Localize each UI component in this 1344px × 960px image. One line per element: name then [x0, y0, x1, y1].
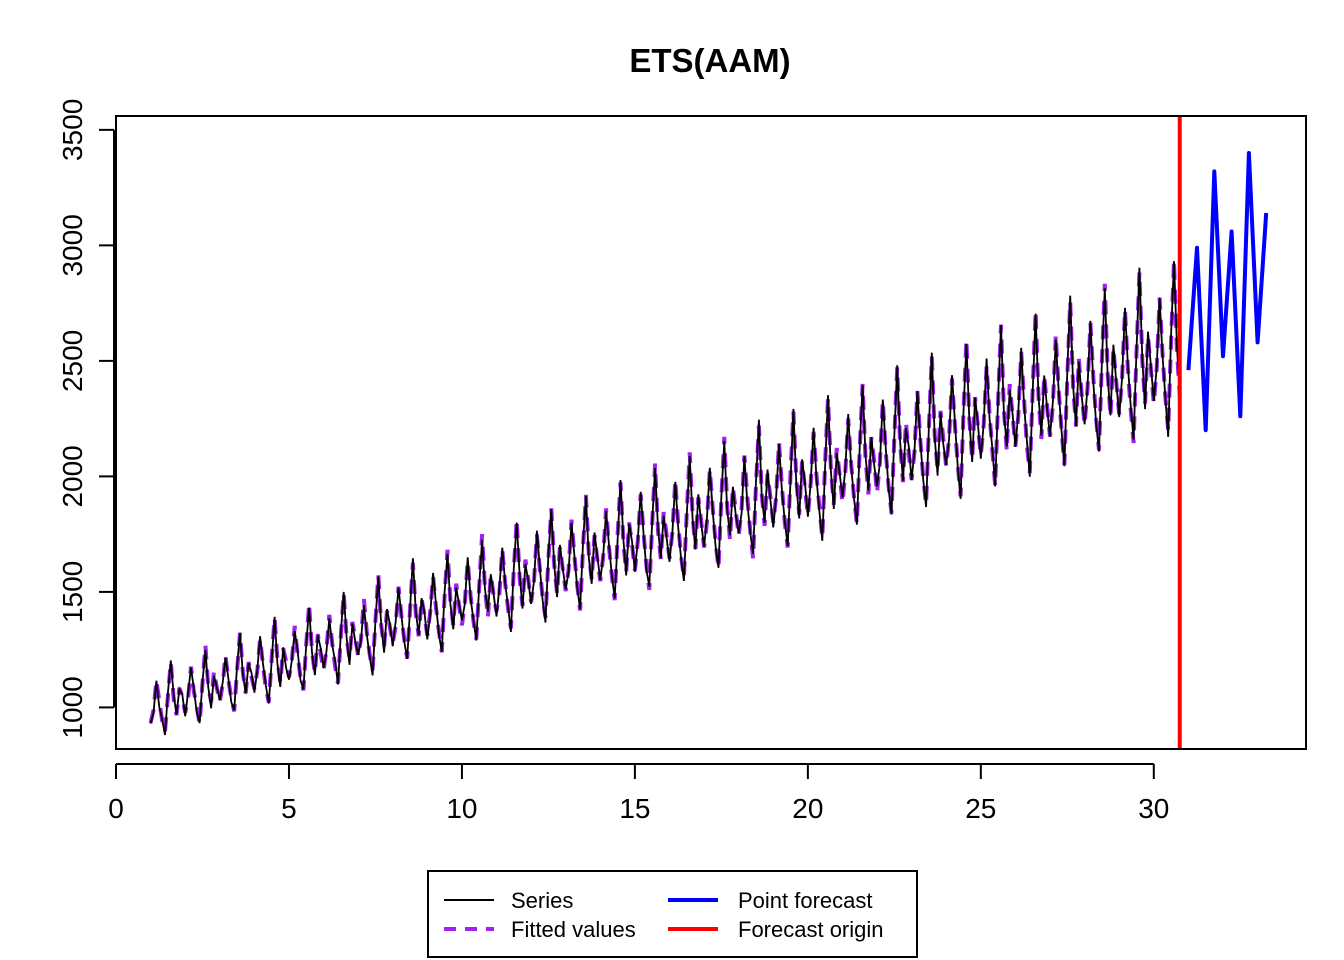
y-axis: 1000 1500 2000 2500 3000 3500: [57, 99, 115, 739]
legend-label-series: Series: [511, 888, 573, 913]
legend-box: [427, 870, 918, 958]
point-forecast-line: [1186, 151, 1269, 433]
chart-title: ETS(AAM): [629, 42, 790, 79]
x-tick-label: 15: [619, 793, 650, 824]
legend-label-origin: Forecast origin: [738, 917, 884, 942]
y-tick-label: 1500: [57, 561, 88, 623]
plot-frame: [115, 115, 1307, 750]
y-tick-label: 3000: [57, 214, 88, 276]
x-tick-label: 0: [108, 793, 124, 824]
y-tick-label: 2000: [57, 445, 88, 507]
y-tick-label: 2500: [57, 330, 88, 392]
y-tick-label: 1000: [57, 676, 88, 738]
x-tick-label: 25: [965, 793, 996, 824]
legend-label-forecast: Point forecast: [738, 888, 873, 913]
x-axis: 0 5 10 15 20 25 30: [108, 763, 1169, 824]
plot-lines: [148, 116, 1269, 749]
legend-label-fitted: Fitted values: [511, 917, 636, 942]
x-tick-label: 20: [792, 793, 823, 824]
x-tick-label: 10: [446, 793, 477, 824]
series-line: [149, 261, 1181, 736]
y-tick-label: 3500: [57, 99, 88, 161]
legend: Series Fitted values Point forecast Fore…: [427, 870, 918, 958]
x-tick-label: 5: [281, 793, 297, 824]
x-tick-label: 30: [1138, 793, 1169, 824]
